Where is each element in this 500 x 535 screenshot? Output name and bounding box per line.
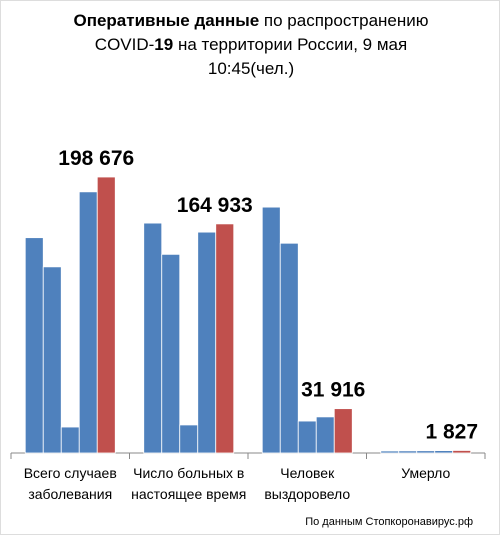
bar (452, 450, 472, 454)
x-tick-label: Человек выздоровело (264, 465, 351, 502)
bar (333, 408, 353, 454)
bar (416, 450, 436, 454)
source: По данным Стопкоронавирус.рф (305, 516, 473, 528)
title-part: 19 (154, 35, 174, 54)
bar (261, 206, 281, 454)
value-label: 164 933 (177, 194, 253, 217)
title-part: по распространению COVID- (94, 11, 429, 54)
bar (179, 424, 199, 454)
bar (279, 242, 299, 454)
x-tick-label: Умерло (401, 465, 451, 481)
bar (380, 450, 400, 454)
bar (297, 420, 317, 454)
value-label: 1 827 (425, 420, 478, 443)
x-tick-label: Всего случаев заболевания (23, 465, 117, 502)
x-tick-label: Число больных в настоящее время (131, 465, 247, 502)
chart-title: Оперативные данные по распространению CO… (51, 9, 451, 81)
bar (161, 253, 181, 454)
bar (398, 450, 418, 454)
bar (434, 450, 454, 454)
title-part: Оперативные данные (73, 11, 260, 30)
bar (143, 222, 163, 454)
bar (60, 426, 80, 454)
bar (96, 176, 116, 454)
bar (42, 266, 62, 454)
bar (215, 223, 235, 454)
bar (315, 416, 335, 454)
bar (24, 237, 44, 454)
title-part: на территории России, 9 мая 10:45(чел.) (173, 35, 408, 78)
bar (197, 231, 217, 454)
value-label: 198 676 (58, 147, 134, 170)
bar (78, 191, 98, 454)
value-label: 31 916 (301, 379, 365, 402)
